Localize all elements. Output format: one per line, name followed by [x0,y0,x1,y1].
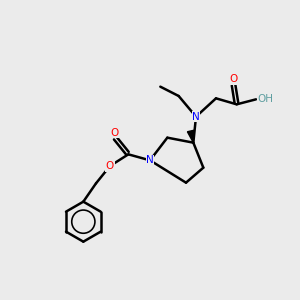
Text: O: O [229,74,238,84]
Text: OH: OH [258,94,274,104]
Text: N: N [146,155,154,165]
Text: N: N [192,112,200,122]
Text: O: O [110,128,118,138]
Polygon shape [188,130,194,143]
Text: O: O [106,161,114,171]
